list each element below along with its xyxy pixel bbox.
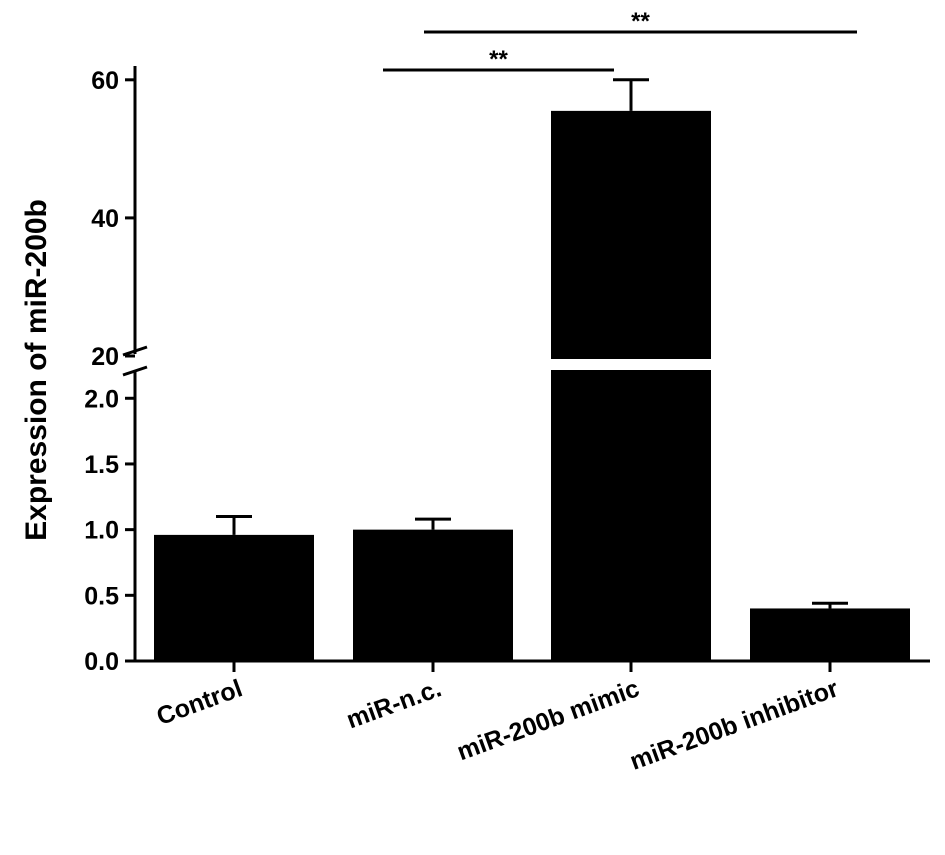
bar-2-lower [551,370,711,661]
x-tick-label: Control [153,674,246,731]
y-tick-label: 60 [91,67,119,95]
y-tick-label: 40 [91,205,119,233]
axis-break-mark-top [122,345,148,357]
x-tick-label: miR-n.c. [343,674,445,734]
bar-1 [353,529,513,661]
y-tick-label: 0.5 [84,582,119,610]
bar-0 [154,534,314,661]
y-tick-label: 0.0 [84,648,119,676]
bar-3 [750,608,910,661]
bar-2-upper [551,110,711,359]
y-tick-label: 1.5 [84,451,119,479]
significance-label: ** [489,46,508,73]
y-tick-label: 1.0 [84,517,119,545]
significance-label: ** [631,8,650,35]
x-tick-label: miR-200b inhibitor [626,674,842,775]
x-tick-label: miR-200b mimic [453,674,643,766]
y-tick-label: 20 [91,343,119,371]
axis-break-mark-bottom [122,365,148,377]
y-axis-title: Expression of miR-200b [20,199,53,541]
y-tick-label: 2.0 [84,385,119,413]
